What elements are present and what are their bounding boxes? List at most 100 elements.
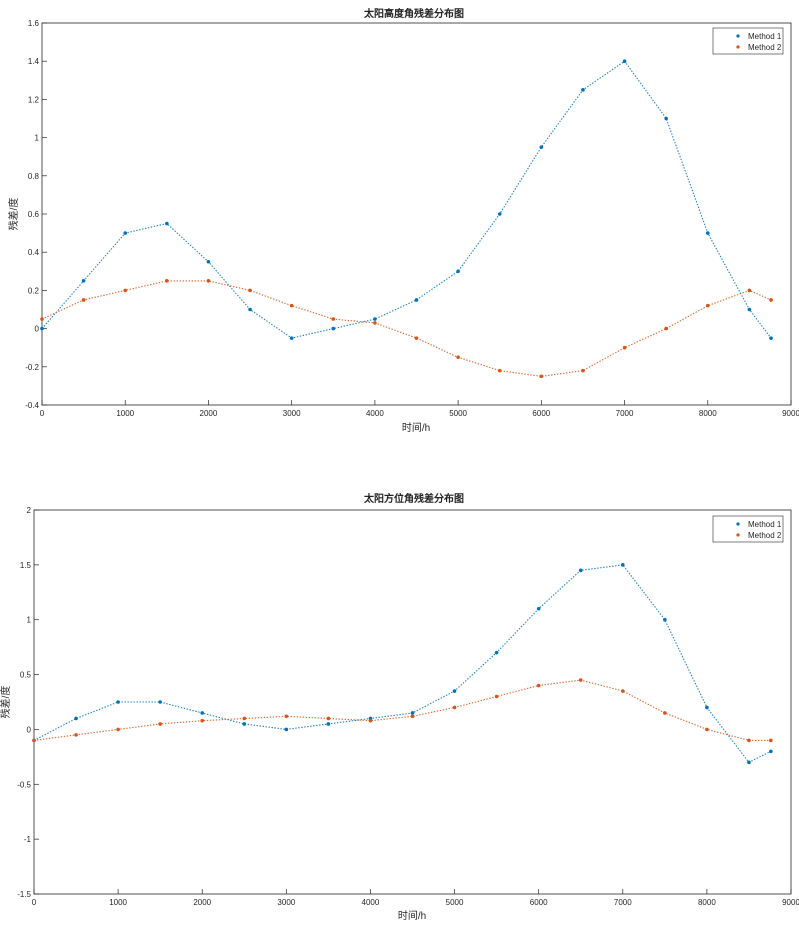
data-point-method-2 — [456, 355, 460, 360]
data-point-method-1 — [747, 760, 751, 765]
y-tick-label: 1.6 — [28, 19, 40, 28]
altitude-chart-svg: 太阳高度角残差分布图 0 1000 2000 3000 4000 5000 6000 7000… — [7, 7, 799, 434]
data-point-method-1 — [158, 700, 162, 704]
data-point-method-1 — [40, 326, 44, 331]
x-tick-label: 8000 — [699, 409, 717, 418]
data-point-method-2 — [158, 722, 162, 726]
legend-label-method-1: Method 1 — [748, 32, 782, 41]
y-tick-label: 2 — [27, 506, 32, 515]
data-point-method-1 — [664, 116, 668, 121]
x-tick-label: 2000 — [200, 409, 218, 418]
data-point-method-1 — [705, 231, 710, 235]
y-tick-label: 1.5 — [20, 561, 32, 570]
x-tick-label: 6000 — [532, 409, 550, 418]
data-point-method-1 — [414, 298, 419, 302]
y-tick-label: 0.5 — [20, 671, 32, 680]
data-point-method-1 — [578, 568, 583, 573]
data-point-method-1 — [165, 221, 169, 226]
legend-label-method-2: Method 2 — [748, 43, 782, 52]
y-tick-label: 0.8 — [28, 172, 40, 181]
data-point-method-1 — [769, 749, 773, 754]
x-tick-label: 5000 — [449, 409, 467, 418]
x-tick-label: 7000 — [614, 898, 632, 907]
legend-box — [712, 27, 784, 55]
data-point-method-2 — [368, 718, 373, 723]
data-point-method-1 — [242, 722, 247, 726]
data-point-method-2 — [705, 727, 709, 732]
data-point-method-2 — [326, 716, 331, 721]
data-marks — [32, 563, 773, 765]
data-point-method-1 — [769, 336, 773, 340]
legend-marker-method-2 — [736, 45, 740, 49]
azimuth-chart-svg: 太阳方位角残差分布图 0 1000 2000 3000 4000 5000 6000 7000… — [0, 492, 799, 922]
x-tick-label: 4000 — [362, 898, 380, 907]
x-tick-label: 2000 — [193, 898, 211, 907]
data-point-method-2 — [32, 738, 36, 743]
data-point-method-2 — [578, 678, 583, 682]
y-tick-label: 1.4 — [28, 57, 40, 66]
data-point-method-2 — [74, 733, 78, 737]
y-tick-label: 0 — [35, 325, 40, 334]
data-point-method-1 — [497, 212, 502, 216]
axis-ticks: 0 1000 2000 3000 4000 5000 6000 7000 8000 9000 -1.… — [17, 506, 799, 907]
data-point-method-2 — [242, 716, 247, 721]
y-tick-label: 1 — [35, 134, 40, 143]
data-point-method-1 — [747, 307, 752, 312]
data-point-method-2 — [331, 317, 336, 321]
y-tick-label: 0.6 — [28, 210, 40, 219]
data-point-method-1 — [620, 563, 625, 567]
data-point-method-1 — [123, 231, 128, 235]
data-point-method-2 — [452, 705, 457, 710]
data-point-method-1 — [622, 59, 627, 63]
legend-marker-method-2 — [736, 533, 740, 537]
data-point-method-1 — [200, 711, 205, 715]
x-tick-label: 6000 — [530, 898, 548, 907]
data-point-method-1 — [539, 145, 544, 149]
legend: Method 1 Method 2 — [712, 27, 784, 55]
y-axis-label: 残差/度 — [0, 686, 12, 719]
data-point-method-2 — [284, 714, 289, 719]
data-point-method-2 — [663, 711, 667, 715]
data-point-method-1 — [248, 307, 252, 312]
data-point-method-1 — [81, 279, 86, 283]
data-point-method-2 — [769, 738, 773, 743]
data-point-method-2 — [410, 714, 415, 719]
plot-area — [41, 22, 792, 406]
legend-marker-method-1 — [736, 522, 740, 526]
data-point-method-1 — [373, 317, 377, 321]
legend-box — [712, 515, 784, 543]
x-axis-label: 时间/h — [402, 421, 430, 434]
y-tick-label: 0.2 — [28, 286, 40, 295]
data-point-method-1 — [331, 326, 336, 331]
x-tick-label: 3000 — [277, 898, 295, 907]
x-tick-label: 9000 — [782, 409, 799, 418]
data-point-method-1 — [456, 269, 460, 274]
data-point-method-2 — [414, 336, 419, 340]
x-tick-label: 0 — [32, 898, 37, 907]
data-point-method-1 — [663, 617, 667, 622]
x-tick-label: 1000 — [109, 898, 127, 907]
chart-title: 太阳高度角残差分布图 — [363, 7, 464, 20]
data-point-method-2 — [373, 321, 377, 325]
data-point-method-2 — [769, 298, 773, 302]
y-tick-label: 0 — [27, 725, 32, 734]
data-point-method-2 — [497, 368, 502, 373]
x-tick-label: 7000 — [616, 409, 634, 418]
data-point-method-2 — [747, 738, 751, 743]
data-point-method-2 — [494, 694, 499, 699]
data-point-method-1 — [581, 88, 585, 92]
data-point-method-1 — [452, 689, 457, 693]
data-point-method-2 — [289, 303, 294, 308]
x-tick-label: 8000 — [698, 898, 716, 907]
data-point-method-2 — [165, 279, 169, 283]
data-point-method-2 — [747, 288, 752, 293]
data-point-method-1 — [410, 711, 415, 715]
x-axis-label: 时间/h — [398, 909, 426, 922]
y-tick-label: -1 — [24, 835, 32, 844]
azimuth-residual-chart: 太阳方位角残差分布图 0 1000 2000 3000 4000 5000 6000 7000… — [0, 492, 799, 924]
data-point-method-2 — [705, 303, 710, 308]
data-point-method-2 — [116, 727, 120, 732]
data-marks — [40, 59, 773, 379]
data-point-method-1 — [284, 727, 289, 732]
data-point-method-1 — [289, 336, 294, 340]
